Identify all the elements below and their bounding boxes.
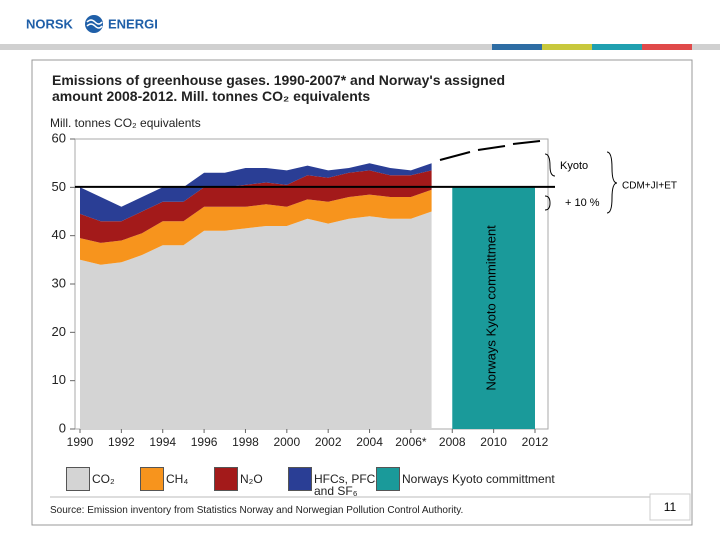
x-tick-label: 1990 <box>67 435 94 449</box>
x-tick-label: 1998 <box>232 435 259 449</box>
x-tick-label: 2010 <box>480 435 507 449</box>
area-2 <box>80 170 432 243</box>
y-tick-label: 0 <box>59 420 66 435</box>
legend-label: CH₄ <box>166 472 189 486</box>
header-stripe <box>0 44 720 50</box>
x-tick-label: 2008 <box>439 435 466 449</box>
x-tick-label: 2012 <box>522 435 549 449</box>
x-tick-label: 1996 <box>191 435 218 449</box>
area-3 <box>80 163 432 222</box>
dashed-connector <box>439 140 541 161</box>
stripe-green <box>542 44 592 50</box>
plot: 0 10 20 30 40 50 60 1990 1992 1994 1996 1998 2000 200… <box>52 130 555 449</box>
commitment-bar <box>452 186 535 429</box>
stripe-blue <box>492 44 542 50</box>
x-tick-label: 1992 <box>108 435 135 449</box>
stripe-red <box>642 44 692 50</box>
annotation: + 10 % <box>565 197 600 209</box>
bracket <box>544 153 556 211</box>
y-tick-label: 10 <box>52 372 66 387</box>
y-tick-label: 60 <box>52 130 66 145</box>
annotation: CDM+JI+ET <box>622 181 677 192</box>
x-tick-label: 2004 <box>356 435 383 449</box>
y-tick-label: 30 <box>52 275 66 290</box>
legend-label: Norways Kyoto committment <box>402 472 555 486</box>
page-number-box <box>649 493 691 521</box>
y-tick-label: 20 <box>52 324 66 339</box>
annotation: Kyoto <box>560 160 588 172</box>
legend-swatch <box>66 467 90 491</box>
legend-swatch <box>214 467 238 491</box>
area-1 <box>80 189 432 265</box>
logo-text: NORSK <box>26 16 74 31</box>
commitment-label: Norways Kyoto committment <box>484 225 499 391</box>
stripe-teal <box>592 44 642 50</box>
area-0 <box>80 211 432 429</box>
legend-label: HFCs, PFCs and SF₆ <box>314 472 382 498</box>
logo-text: ENERGI <box>108 16 158 31</box>
chart-title: Emissions of greenhouse gases. 1990-2007… <box>52 72 506 104</box>
brace <box>606 151 618 214</box>
x-tick-label: 2002 <box>315 435 342 449</box>
legend-swatch <box>288 467 312 491</box>
legend-label: N₂O <box>240 472 263 486</box>
y-axis-label: Mill. tonnes CO₂ equivalents <box>50 116 201 130</box>
source: Source: Emission inventory from Statisti… <box>50 505 464 516</box>
x-tick-label: 2006* <box>395 435 427 449</box>
x-tick-label: 2000 <box>273 435 300 449</box>
legend-swatch <box>376 467 400 491</box>
page-number: 11 <box>664 500 677 514</box>
legend-label: CO₂ <box>92 472 115 486</box>
legend-swatch <box>140 467 164 491</box>
y-tick-label: 50 <box>52 179 66 194</box>
y-tick-label: 40 <box>52 227 66 242</box>
x-tick-label: 1994 <box>149 435 176 449</box>
logo-icon <box>85 15 103 33</box>
